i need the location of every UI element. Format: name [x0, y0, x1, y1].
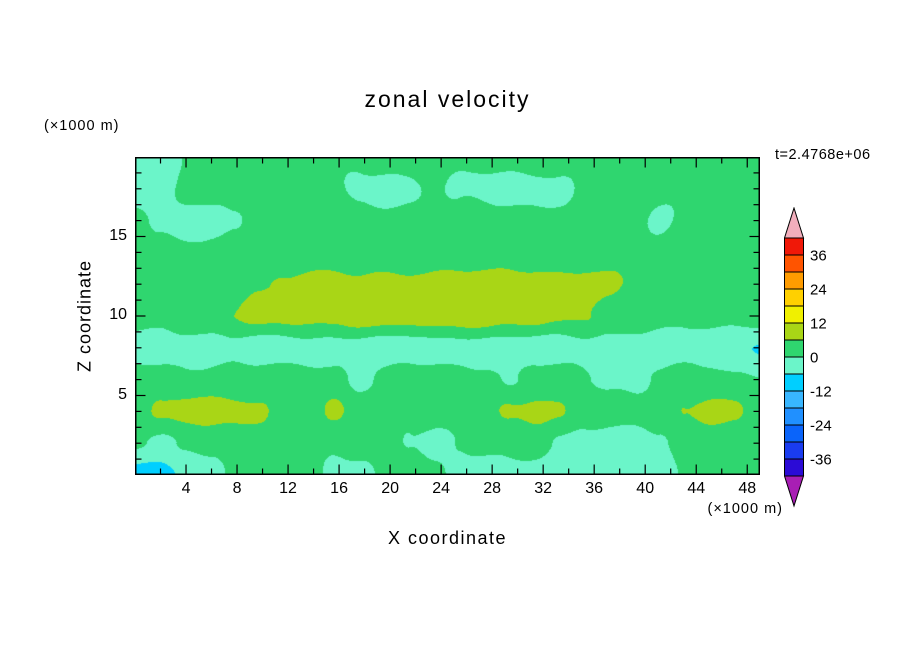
colorbar-segment — [784, 254, 804, 273]
colorbar-segment — [784, 288, 804, 307]
z-tick-label: 10 — [109, 306, 127, 323]
colorbar-tick-label: -12 — [810, 384, 832, 401]
colorbar-segment — [784, 390, 804, 409]
colorbar-segment — [784, 458, 804, 477]
colorbar-over-arrow — [783, 206, 805, 239]
x-tick-label: 24 — [432, 480, 451, 497]
colorbar: 36 24 12 0 -12 -24 -36 — [783, 206, 846, 514]
z-tick-label: 5 — [118, 385, 127, 403]
z-tick-labels: 5 10 15 — [90, 157, 127, 475]
x-tick-label: 48 — [738, 480, 757, 497]
x-tick-label: 32 — [534, 480, 553, 497]
colorbar-segment — [784, 271, 804, 290]
x-axis-unit-label: (×1000 m) — [707, 501, 783, 517]
z-tick-label: 15 — [109, 226, 127, 244]
x-tick-label: 8 — [232, 480, 242, 497]
contour-canvas — [135, 157, 760, 475]
colorbar-segment — [784, 339, 804, 358]
colorbar-segment — [784, 441, 804, 460]
plot-title: zonal velocity — [364, 86, 531, 112]
x-tick-label: 4 — [181, 480, 191, 497]
x-tick-label: 16 — [330, 480, 348, 497]
colorbar-segment — [784, 424, 804, 443]
x-tick-labels: 4 8 12 16 20 24 28 32 36 40 44 48 — [135, 480, 760, 500]
x-tick-label: 28 — [483, 480, 502, 497]
colorbar-tick-label: 24 — [810, 282, 827, 299]
colorbar-segment — [784, 305, 804, 324]
x-tick-label: 44 — [687, 480, 706, 497]
colorbar-svg: 36 24 12 0 -12 -24 -36 — [783, 206, 832, 508]
x-tick-label: 40 — [636, 480, 655, 497]
plot-frame-ticks — [135, 157, 760, 475]
time-annotation: t=2.4768e+06 — [775, 147, 871, 163]
colorbar-segment — [784, 237, 804, 256]
colorbar-segment — [784, 407, 804, 426]
colorbar-under-arrow — [783, 475, 805, 508]
colorbar-tick-label: 12 — [810, 316, 827, 333]
x-tick-label: 12 — [279, 480, 297, 497]
colorbar-tick-label: 36 — [810, 248, 827, 265]
x-tick-label: 36 — [585, 480, 604, 497]
colorbar-segment — [784, 356, 804, 375]
colorbar-tick-label: -24 — [810, 418, 832, 435]
colorbar-segment — [784, 322, 804, 341]
colorbar-segment — [784, 373, 804, 392]
colorbar-tick-label: -36 — [810, 452, 832, 469]
x-tick-label: 20 — [381, 480, 399, 497]
plot-area — [135, 157, 760, 475]
colorbar-tick-label: 0 — [810, 350, 818, 367]
y-axis-unit-label: (×1000 m) — [44, 118, 120, 134]
x-axis-title: X coordinate — [387, 528, 508, 548]
